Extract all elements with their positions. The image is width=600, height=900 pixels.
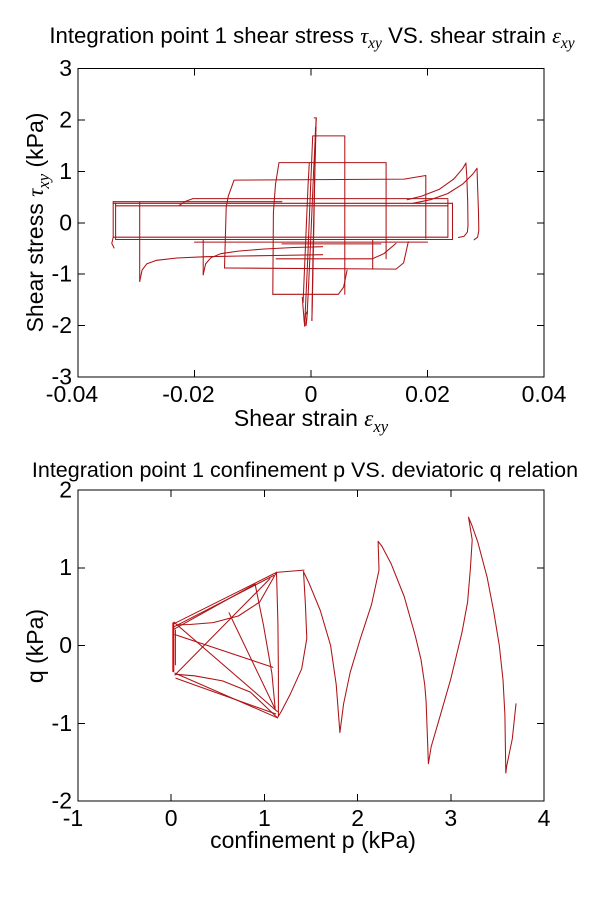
svg-text:-1: -1 — [63, 805, 83, 831]
svg-text:0: 0 — [165, 805, 178, 831]
svg-text:1: 1 — [59, 554, 72, 580]
svg-text:2: 2 — [351, 805, 364, 831]
svg-text:2: 2 — [59, 107, 72, 133]
svg-text:-2: -2 — [52, 788, 72, 814]
svg-text:Integration point 1 shear stre: Integration point 1 shear stress τxy VS.… — [49, 23, 574, 52]
svg-text:-0.02: -0.02 — [162, 381, 214, 407]
svg-text:0: 0 — [59, 632, 72, 658]
svg-text:q (kPa): q (kPa) — [22, 609, 48, 683]
svg-text:1: 1 — [258, 805, 271, 831]
svg-text:2: 2 — [59, 477, 72, 503]
svg-text:Shear strain εxy: Shear strain εxy — [234, 405, 389, 436]
svg-text:0: 0 — [59, 209, 72, 235]
svg-text:0.02: 0.02 — [405, 381, 450, 407]
svg-text:-0.04: -0.04 — [46, 381, 99, 407]
svg-text:Shear stress τxy (kPa): Shear stress τxy (kPa) — [22, 113, 53, 333]
svg-text:4: 4 — [538, 805, 551, 831]
svg-text:3: 3 — [59, 55, 72, 81]
svg-text:0.04: 0.04 — [522, 381, 567, 407]
svg-text:1: 1 — [59, 158, 72, 184]
svg-text:-1: -1 — [52, 710, 72, 736]
svg-text:3: 3 — [444, 805, 457, 831]
svg-text:-2: -2 — [52, 312, 72, 338]
svg-text:-3: -3 — [52, 364, 72, 390]
svg-text:0: 0 — [305, 381, 318, 407]
svg-text:confinement p (kPa): confinement p (kPa) — [210, 827, 416, 853]
svg-text:-1: -1 — [52, 261, 72, 287]
svg-text:Integration point 1 confinemen: Integration point 1 confinement p VS. de… — [32, 458, 578, 482]
